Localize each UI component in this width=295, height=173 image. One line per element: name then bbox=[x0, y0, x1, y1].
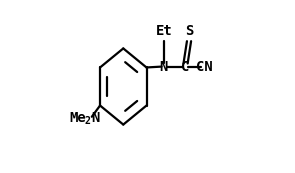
Text: 2: 2 bbox=[84, 116, 90, 126]
Text: Me: Me bbox=[69, 111, 86, 125]
Text: C: C bbox=[181, 60, 190, 74]
Text: N: N bbox=[160, 60, 168, 74]
Text: N: N bbox=[91, 111, 100, 125]
Text: Et: Et bbox=[155, 24, 172, 38]
Text: S: S bbox=[185, 24, 193, 38]
Text: CN: CN bbox=[196, 60, 213, 74]
